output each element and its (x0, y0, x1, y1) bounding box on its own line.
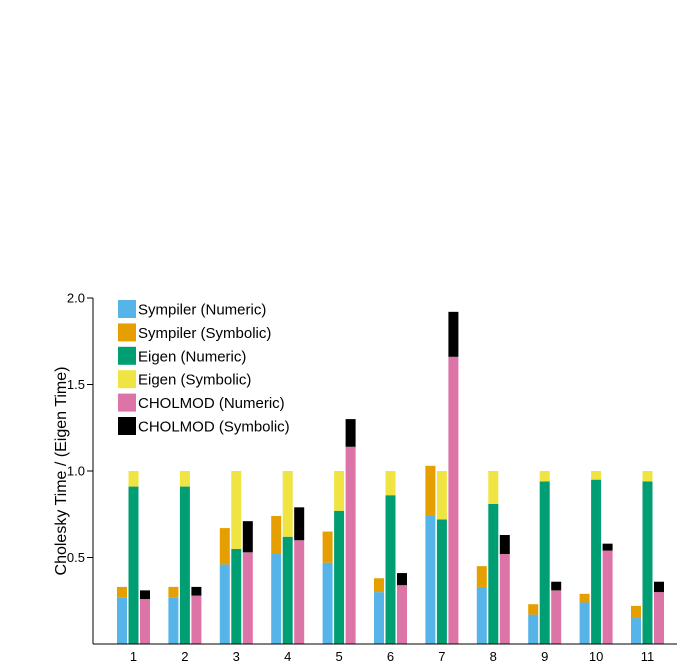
bar-cholmod-symbolic-cat-2 (191, 586, 202, 596)
bar-eigen-symbolic-cat-9 (539, 471, 550, 482)
x-tick-label: 6 (387, 649, 394, 664)
bar-cholmod-symbolic-cat-9 (551, 581, 562, 591)
bar-sympiler-symbolic-cat-8 (476, 566, 487, 587)
bar-sympiler-numeric-cat-10 (579, 602, 590, 644)
legend-swatch (118, 393, 136, 412)
bar-sympiler-symbolic-cat-4 (271, 515, 282, 555)
bar-sympiler-numeric-cat-4 (271, 554, 282, 644)
axes-group: 1 2 3 4 5 6 7 8 9 10 11 0.5 1.0 1.5 2.0 (67, 291, 677, 664)
bar-cholmod-symbolic-cat-5 (345, 419, 356, 447)
x-tick-label: 8 (490, 649, 497, 664)
bar-sympiler-symbolic-cat-3 (219, 528, 230, 565)
x-tick-label: 3 (233, 649, 240, 664)
bar-cholmod-numeric-cat-2 (191, 595, 202, 644)
bar-sympiler-numeric-cat-11 (631, 618, 641, 644)
bar-sympiler-numeric-cat-5 (322, 562, 333, 644)
y-tick-label: 0.5 (67, 550, 85, 565)
bar-sympiler-symbolic-cat-11 (631, 605, 641, 619)
bar-sympiler-symbolic-cat-7 (425, 465, 436, 516)
legend-label: CHOLMOD (Numeric) (138, 395, 285, 412)
bar-sympiler-symbolic-cat-2 (168, 586, 179, 598)
bar-cholmod-symbolic-cat-4 (294, 507, 305, 541)
x-tick-label: 5 (335, 649, 342, 664)
y-tick-label: 2.0 (67, 291, 85, 306)
bar-cholmod-numeric-cat-5 (345, 446, 356, 644)
bar-sympiler-numeric-cat-1 (117, 597, 127, 644)
bar-eigen-numeric-cat-6 (385, 495, 396, 644)
bar-eigen-symbolic-cat-4 (282, 471, 293, 537)
bar-sympiler-symbolic-cat-9 (528, 604, 539, 615)
bar-eigen-numeric-cat-8 (488, 503, 499, 644)
bar-cholmod-symbolic-cat-1 (140, 590, 150, 600)
bar-eigen-numeric-cat-2 (179, 486, 190, 644)
legend-label: Eigen (Numeric) (138, 348, 246, 365)
bar-cholmod-numeric-cat-4 (294, 540, 305, 644)
bar-cholmod-symbolic-cat-6 (397, 573, 407, 586)
legend-label: Sympiler (Numeric) (138, 302, 266, 319)
bar-sympiler-numeric-cat-6 (374, 592, 384, 644)
x-tick-label: 7 (438, 649, 445, 664)
bar-cholmod-numeric-cat-1 (140, 599, 150, 644)
legend-swatch (118, 370, 136, 389)
bar-eigen-symbolic-cat-11 (642, 471, 653, 482)
bar-sympiler-numeric-cat-7 (425, 515, 436, 644)
x-tick-label: 1 (130, 649, 137, 664)
bar-sympiler-numeric-cat-9 (528, 614, 539, 644)
bar-cholmod-numeric-cat-8 (499, 554, 510, 644)
bar-eigen-symbolic-cat-7 (436, 471, 447, 520)
x-tick-label: 2 (181, 649, 188, 664)
bar-sympiler-numeric-cat-2 (168, 597, 179, 644)
bar-eigen-numeric-cat-5 (334, 510, 345, 644)
legend-swatch (118, 346, 136, 365)
x-tick-label: 4 (284, 649, 291, 664)
bar-eigen-numeric-cat-7 (436, 519, 447, 644)
bars-group (117, 311, 664, 644)
x-tick-label: 9 (541, 649, 548, 664)
bar-sympiler-symbolic-cat-10 (579, 593, 590, 603)
bar-eigen-numeric-cat-1 (128, 486, 139, 644)
legend-swatch (118, 417, 136, 435)
bar-cholmod-numeric-cat-6 (397, 585, 407, 644)
bar-cholmod-numeric-cat-3 (242, 552, 253, 644)
bar-eigen-symbolic-cat-1 (128, 471, 139, 487)
legend-swatch (118, 323, 136, 342)
y-tick-label: 1.5 (67, 377, 85, 392)
y-tick-label: 1.0 (67, 464, 85, 479)
bar-cholmod-numeric-cat-10 (602, 550, 613, 644)
bar-sympiler-numeric-cat-8 (476, 586, 487, 644)
bar-sympiler-symbolic-cat-1 (117, 586, 127, 598)
legend-label: Sympiler (Symbolic) (138, 325, 271, 342)
bar-eigen-numeric-cat-4 (282, 536, 293, 644)
bar-sympiler-symbolic-cat-6 (374, 578, 384, 593)
bar-eigen-numeric-cat-10 (591, 479, 602, 644)
legend-swatch (118, 300, 136, 318)
bar-cholmod-symbolic-cat-10 (602, 543, 613, 551)
bar-cholmod-numeric-cat-9 (551, 590, 562, 644)
bar-eigen-symbolic-cat-6 (385, 471, 396, 496)
bar-cholmod-symbolic-cat-7 (448, 311, 459, 357)
x-tick-label: 10 (589, 649, 603, 664)
x-tick-label: 11 (641, 649, 655, 664)
bar-eigen-symbolic-cat-5 (334, 471, 345, 511)
bar-sympiler-symbolic-cat-5 (322, 531, 333, 563)
y-axis-title: Cholesky Time / (Eigen Time) (53, 367, 70, 576)
bar-cholmod-symbolic-cat-3 (242, 521, 253, 553)
legend-label: CHOLMOD (Symbolic) (138, 419, 290, 436)
bar-eigen-numeric-cat-11 (642, 481, 653, 644)
bar-eigen-symbolic-cat-2 (179, 471, 190, 487)
bar-cholmod-numeric-cat-7 (448, 356, 459, 644)
bar-cholmod-symbolic-cat-8 (499, 535, 510, 555)
legend: Sympiler (Numeric) Sympiler (Symbolic) Eig… (118, 300, 290, 436)
bar-eigen-numeric-cat-9 (539, 481, 550, 644)
bar-eigen-symbolic-cat-3 (231, 471, 242, 549)
bar-eigen-symbolic-cat-8 (488, 471, 499, 504)
bar-eigen-symbolic-cat-10 (591, 471, 602, 480)
bar-cholmod-numeric-cat-11 (654, 592, 664, 644)
bar-cholmod-symbolic-cat-11 (654, 581, 664, 593)
bar-sympiler-numeric-cat-3 (219, 564, 230, 644)
legend-label: Eigen (Symbolic) (138, 372, 251, 389)
bar-eigen-numeric-cat-3 (231, 548, 242, 644)
